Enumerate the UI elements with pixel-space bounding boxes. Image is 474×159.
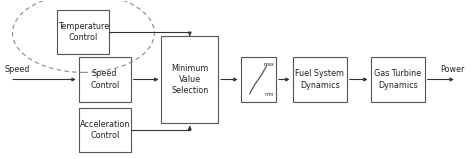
- Bar: [292, 57, 347, 102]
- Text: min: min: [264, 92, 274, 97]
- Bar: [240, 57, 276, 102]
- Text: Gas Turbine
Dynamics: Gas Turbine Dynamics: [374, 69, 421, 90]
- Text: Fuel System
Dynamics: Fuel System Dynamics: [295, 69, 344, 90]
- Text: Acceleration
Control: Acceleration Control: [80, 120, 130, 140]
- Text: Minimum
Value
Selection: Minimum Value Selection: [171, 64, 209, 95]
- Text: Power: Power: [440, 65, 464, 74]
- Bar: [57, 10, 109, 54]
- Bar: [79, 57, 131, 102]
- Bar: [161, 36, 218, 123]
- Text: Speed: Speed: [5, 65, 30, 74]
- Text: max: max: [264, 62, 274, 67]
- Text: Speed
Control: Speed Control: [90, 69, 119, 90]
- Bar: [79, 108, 131, 152]
- Bar: [371, 57, 425, 102]
- Text: Temperature
Control: Temperature Control: [58, 22, 109, 42]
